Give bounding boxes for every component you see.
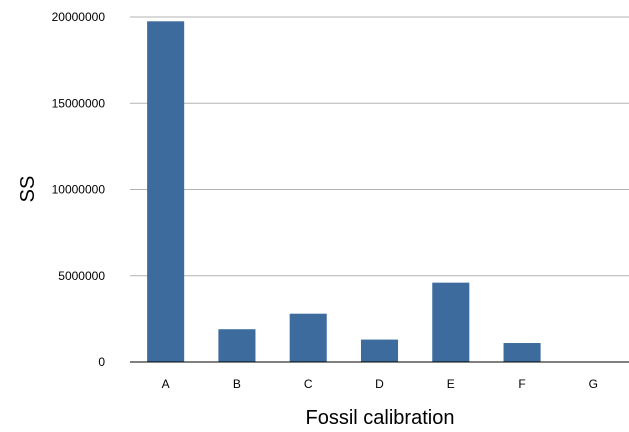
y-tick-label: 20000000 <box>52 10 106 24</box>
bar-C <box>289 313 327 362</box>
x-tick-label: A <box>162 377 170 391</box>
x-tick-labels: A B C D E F G <box>162 377 598 391</box>
y-tick-label: 0 <box>98 355 105 369</box>
bars <box>147 21 541 362</box>
bar-D <box>360 339 399 362</box>
bar-E <box>432 282 470 362</box>
x-tick-label: F <box>518 377 525 391</box>
bar-B <box>218 329 256 362</box>
y-tick-label: 5000000 <box>58 269 105 283</box>
bar-A <box>147 21 185 362</box>
x-tick-label: C <box>304 377 313 391</box>
x-tick-label: D <box>375 377 384 391</box>
y-tick-labels: 0 5000000 10000000 15000000 20000000 <box>52 10 106 369</box>
y-tick-label: 10000000 <box>52 183 106 197</box>
x-tick-label: G <box>589 377 598 391</box>
x-axis-title: Fossil calibration <box>306 407 455 429</box>
bar-F <box>503 343 541 362</box>
gridlines <box>130 16 629 277</box>
y-tick-label: 15000000 <box>52 96 106 110</box>
x-tick-label: E <box>447 377 455 391</box>
y-axis-title: SS <box>17 176 39 203</box>
x-tick-label: B <box>233 377 241 391</box>
